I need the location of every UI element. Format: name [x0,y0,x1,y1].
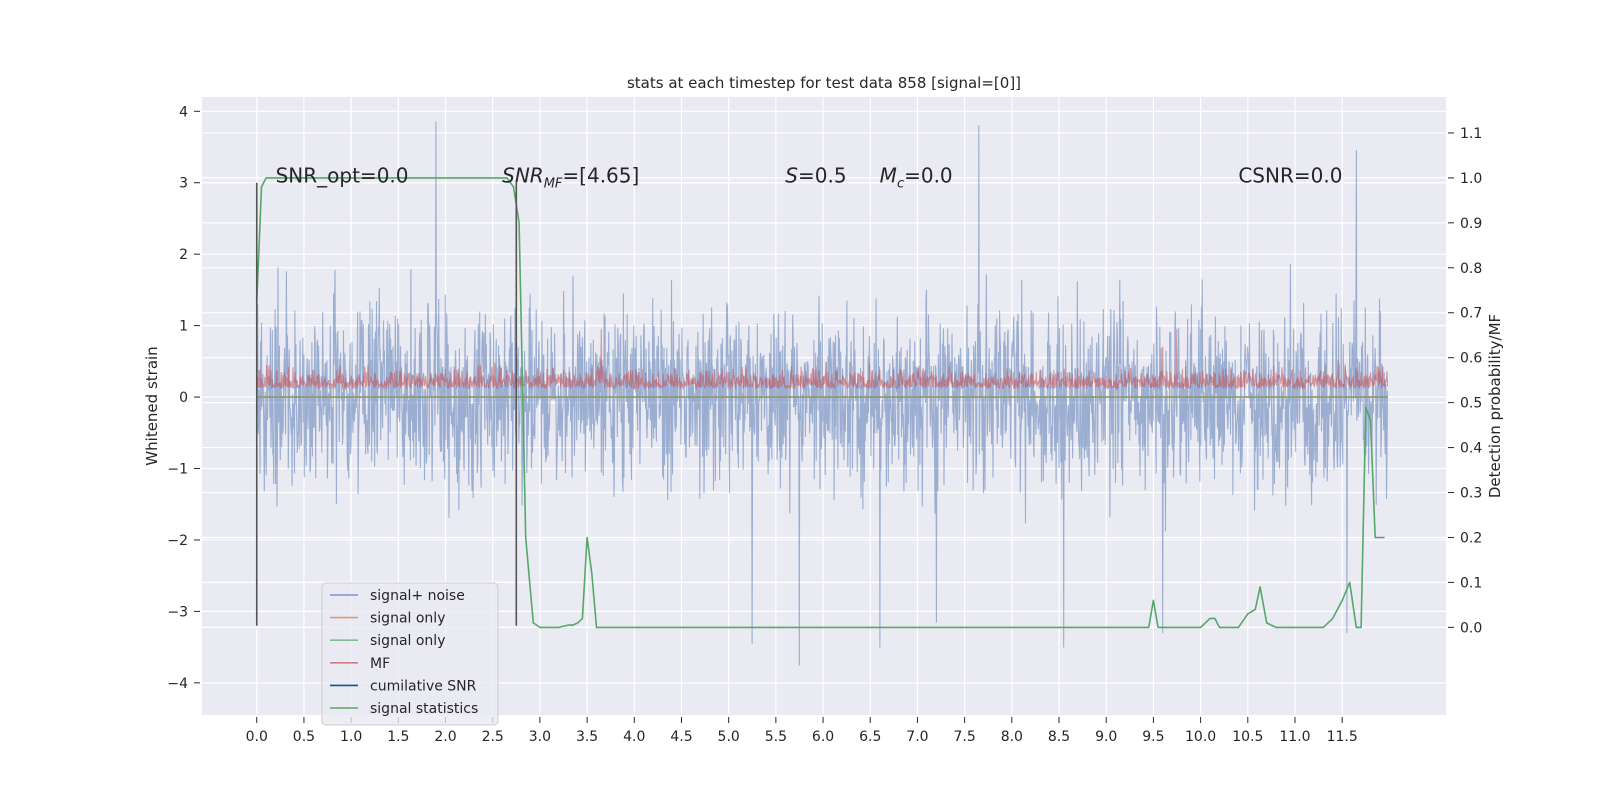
y2-tick-label: 0.7 [1460,306,1482,322]
x-tick-label: 3.5 [576,729,598,745]
y-axis-left: −4 −3 −2 −1 0 1 2 3 4 [167,104,200,692]
legend: signal+ noise signal only signal only MF cum… [321,582,499,726]
legend-label: signal only [370,611,445,627]
x-tick-label: 0.5 [293,729,315,745]
x-tick-label: 6.5 [859,729,881,745]
x-tick-label: 3.0 [529,729,551,745]
annotation-3: Mc=0.0 [880,164,953,192]
legend-label: signal only [370,633,445,649]
x-tick-label: 5.5 [765,729,787,745]
annotation-2: S=0.5 [785,164,846,188]
x-tick-label: 9.5 [1142,729,1164,745]
y2-tick-label: 0.4 [1460,441,1482,457]
x-tick-label: 2.0 [434,729,456,745]
y-tick-label: 1 [179,319,188,335]
y-tick-label: −3 [167,604,188,620]
y-tick-label: 3 [179,176,188,192]
annotation-4: CSNR=0.0 [1238,164,1342,188]
y-tick-label: −4 [167,676,188,692]
annotation-0: SNR_opt=0.0 [276,164,409,188]
x-tick-label: 1.5 [387,729,409,745]
y2-tick-label: 0.2 [1460,530,1482,546]
y2-tick-label: 1.0 [1460,171,1482,187]
series-layer [255,121,1389,666]
x-tick-label: 4.0 [623,729,645,745]
y2-tick-label: 1.1 [1460,126,1482,142]
y-tick-label: 4 [179,104,188,120]
legend-label: MF [370,656,390,672]
y2-tick-label: 0.6 [1460,351,1482,367]
x-tick-label: 7.0 [906,729,928,745]
annotations: SNR_opt=0.0 SNRMF=[4.65] S=0.5 Mc=0.0 CSNR=0… [276,164,1343,192]
y-tick-label: 0 [179,390,188,406]
y2-axis-title: Detection probability/MF [1486,314,1504,498]
x-tick-label: 11.0 [1279,729,1310,745]
y-tick-label: 2 [179,247,188,263]
x-tick-label: 10.0 [1185,729,1216,745]
y2-tick-label: 0.8 [1460,261,1482,277]
x-tick-label: 2.5 [482,729,504,745]
y-tick-label: −1 [167,462,188,478]
chart-title: stats at each timestep for test data 858… [627,74,1021,92]
y2-tick-label: 0.9 [1460,216,1482,232]
legend-label: signal statistics [370,701,478,717]
x-tick-label: 4.5 [670,729,692,745]
y2-tick-label: 0.5 [1460,396,1482,412]
legend-label: cumilative SNR [370,678,477,694]
x-tick-label: 1.0 [340,729,362,745]
y-axis-right: 0.0 0.1 0.2 0.3 0.4 0.5 0.6 0.7 0.8 0.9 1.0 1.1 [1448,126,1482,636]
x-tick-label: 8.0 [1001,729,1023,745]
y-axis-title: Whitened strain [143,346,161,465]
x-tick-label: 10.5 [1232,729,1263,745]
legend-label: signal+ noise [370,588,465,604]
series-signal-noise-0 [256,121,1389,666]
x-tick-label: 9.0 [1095,729,1117,745]
y2-tick-label: 0.0 [1460,620,1482,636]
x-tick-label: 6.0 [812,729,834,745]
x-tick-label: 7.5 [954,729,976,745]
y2-tick-label: 0.1 [1460,575,1482,591]
x-tick-label: 8.5 [1048,729,1070,745]
x-tick-label: 11.5 [1327,729,1358,745]
annotation-1: SNRMF=[4.65] [502,164,639,192]
legend-box [321,582,499,726]
series-mf-3 [256,328,1389,390]
series-signal-statistics-5 [255,177,1385,629]
y2-tick-label: 0.3 [1460,486,1482,502]
x-tick-label: 0.0 [246,729,268,745]
x-axis: 0.0 0.5 1.0 1.5 2.0 2.5 3.0 3.5 4.0 4.5 5.0 5.5 6.0 6… [246,717,1358,745]
x-tick-label: 5.0 [718,729,740,745]
y-tick-label: −2 [167,533,188,549]
